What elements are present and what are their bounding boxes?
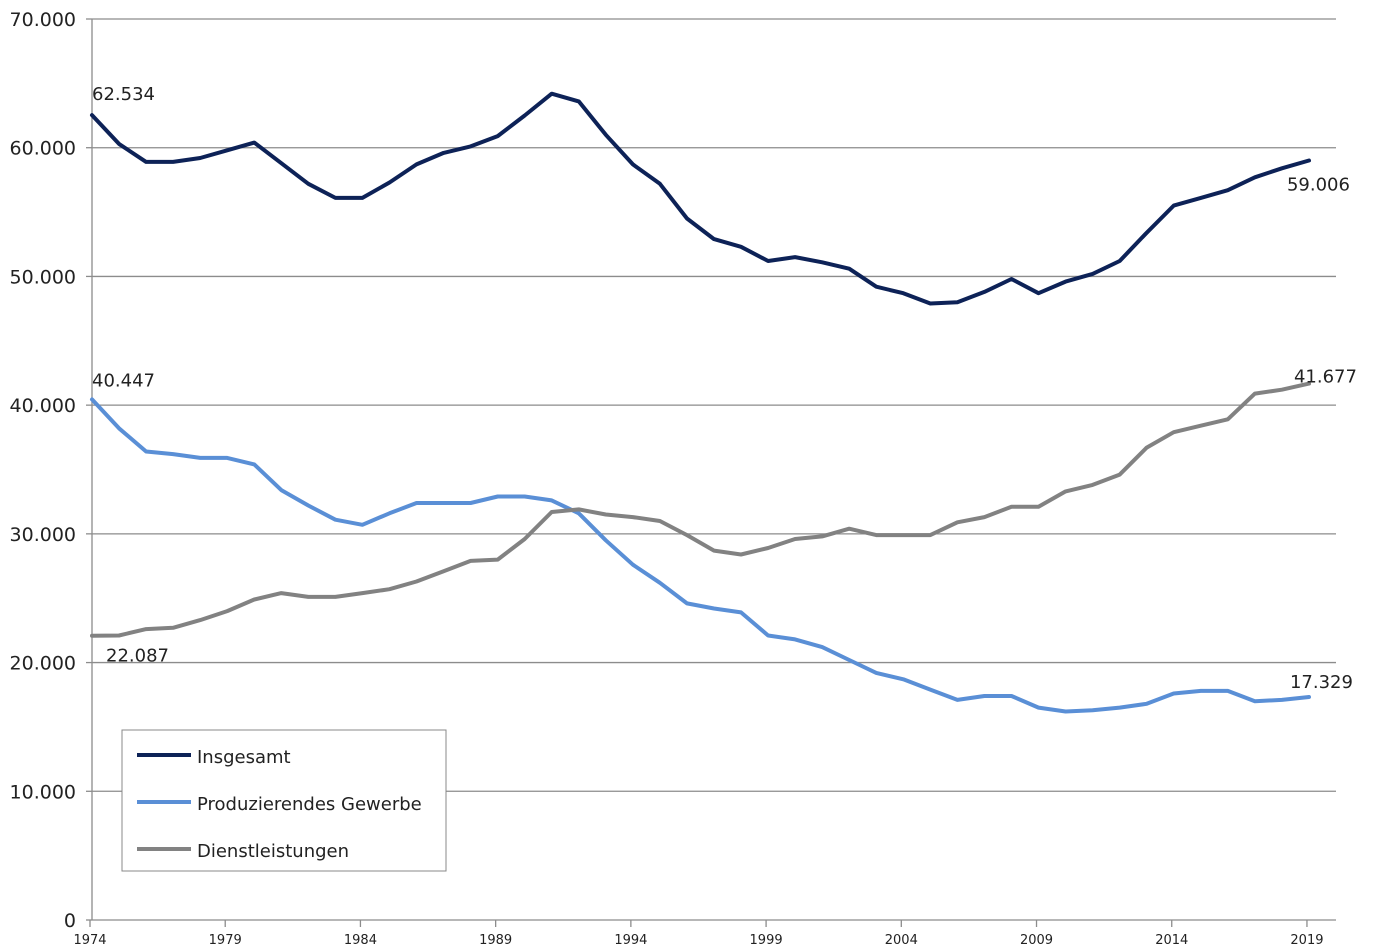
- x-tick-label: 1994: [614, 933, 647, 948]
- x-axis-tick-labels: 1974 1979 1984 1989 1994 1999 2004 2009 2014 2019: [73, 933, 1323, 948]
- legend-label-produzierendes-gewerbe: Produzierendes Gewerbe: [197, 794, 422, 815]
- x-tick-label: 1979: [209, 933, 242, 948]
- series-line-produzierendes-gewerbe: [90, 397, 1311, 714]
- y-axis-tick-labels: 0 10.000 20.000 30.000 40.000 50.000 60.000 70.…: [10, 9, 76, 932]
- x-tick-label: 2019: [1290, 933, 1323, 948]
- legend-label-dienstleistungen: Dienstleistungen: [197, 841, 349, 862]
- data-label-dienstleistungen-2019: 41.677: [1294, 367, 1357, 388]
- legend-label-insgesamt: Insgesamt: [197, 747, 291, 768]
- data-label-insgesamt-1974: 62.534: [92, 84, 155, 105]
- series-lines: [90, 91, 1311, 714]
- x-tick-label: 1999: [750, 933, 783, 948]
- y-tick-label: 20.000: [10, 653, 76, 675]
- x-tick-label: 1989: [479, 933, 512, 948]
- data-label-insgesamt-2019: 59.006: [1287, 175, 1350, 196]
- y-tick-label: 50.000: [10, 266, 76, 288]
- y-tick-label: 10.000: [10, 781, 76, 803]
- series-line-insgesamt: [90, 91, 1311, 306]
- horizontal-gridlines: [92, 18, 1336, 792]
- x-tick-label: 2014: [1155, 933, 1188, 948]
- data-label-produzierendes-gewerbe-1974: 40.447: [92, 370, 155, 391]
- y-tick-label: 60.000: [10, 138, 76, 160]
- chart-axes: [86, 18, 1336, 927]
- x-tick-label: 2009: [1020, 933, 1053, 948]
- data-label-produzierendes-gewerbe-2019: 17.329: [1290, 672, 1353, 693]
- x-tick-label: 2004: [885, 933, 918, 948]
- y-tick-label: 70.000: [10, 9, 76, 31]
- x-tick-label: 1984: [344, 933, 377, 948]
- x-tick-label: 1974: [73, 933, 106, 948]
- data-label-dienstleistungen-1974: 22.087: [106, 646, 169, 667]
- series-line-dienstleistungen: [90, 381, 1311, 638]
- y-tick-label: 0: [64, 910, 76, 932]
- y-tick-label: 40.000: [10, 395, 76, 417]
- data-annotations: 62.534 59.006 40.447 17.329 22.087 41.677: [92, 84, 1357, 693]
- y-tick-label: 30.000: [10, 524, 76, 546]
- legend: Insgesamt Produzierendes Gewerbe Dienstl…: [121, 729, 447, 872]
